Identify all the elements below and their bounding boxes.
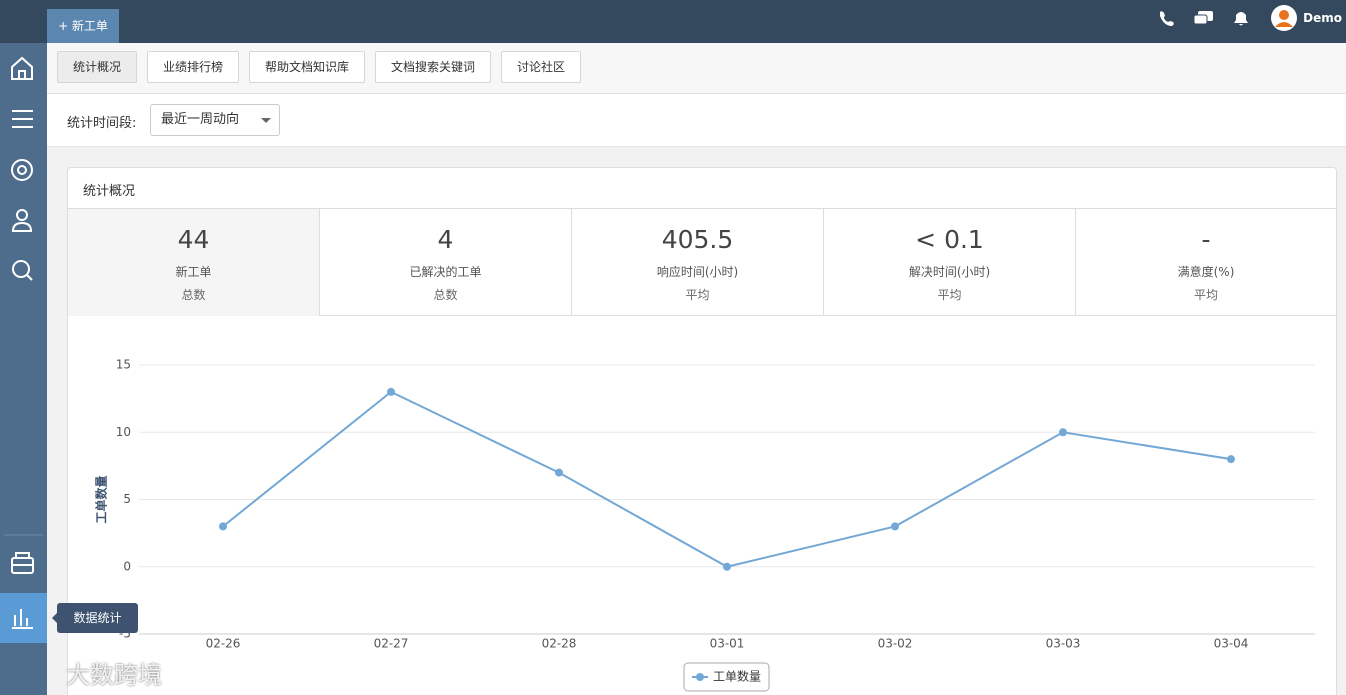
point — [723, 562, 731, 571]
period-select[interactable]: 最近一周动向 — [150, 104, 280, 136]
stat: 44 新工单总数 — [68, 209, 320, 316]
top-bar: + 新工单 Demo — [0, 0, 1346, 43]
filter-bar: 统计时间段: 最近一周动向 — [47, 94, 1346, 147]
tab[interactable]: 文档搜索关键词 — [375, 51, 491, 83]
top-icons — [1160, 11, 1248, 26]
x-tick-label: 03-03 — [1046, 637, 1081, 651]
menu-icon[interactable] — [12, 110, 33, 128]
x-tick-label: 02-27 — [374, 637, 409, 651]
sidebar — [0, 43, 47, 695]
stat-sub: 平均 — [937, 288, 962, 302]
stat-label: 新工单 — [175, 265, 212, 279]
y-axis-title: 工单数量 — [94, 475, 109, 523]
tab[interactable]: 讨论社区 — [501, 51, 581, 83]
stat-value: 44 — [177, 225, 210, 254]
tab[interactable]: 统计概况 — [57, 51, 137, 83]
card-title: 统计概况 — [83, 184, 136, 199]
legend-marker — [696, 673, 704, 681]
x-tick-label: 02-26 — [206, 637, 241, 651]
legend-box — [683, 662, 770, 692]
y-tick-label: 10 — [116, 425, 131, 439]
y-tick-label: 0 — [123, 559, 131, 573]
stat-sub: 平均 — [685, 288, 710, 302]
stats-card: 统计概况 44 新工单 总数 4 已解决的工单 总数 405.5 响应时间(小时) 平均 < 0.… — [67, 167, 1337, 695]
stat-label: 响应时间(小时) — [656, 265, 739, 279]
point — [387, 387, 395, 396]
y-tick-label: 5 — [123, 492, 131, 506]
stat-sub: 平均 — [1193, 288, 1218, 302]
stats-icon[interactable] — [12, 609, 33, 629]
avatar[interactable] — [1270, 4, 1298, 32]
point — [1227, 455, 1235, 464]
stat-label: 解决时间(小时) — [908, 265, 991, 279]
stat-sub: 总数 — [181, 288, 206, 302]
point — [555, 468, 563, 477]
filter-label: 统计时间段: — [67, 116, 137, 131]
new-ticket-button[interactable]: + 新工单 — [47, 9, 119, 43]
tab-bar: 统计概况 业绩排行榜 帮助文档知识库 文档搜索关键词 讨论社区 — [47, 43, 1346, 94]
x-tick-label: 02-28 — [542, 637, 577, 651]
y-tick-label: 15 — [116, 358, 131, 372]
stat: - 满意度(%) 平均 — [1076, 209, 1336, 316]
x-tick-label: 03-04 — [1214, 637, 1249, 651]
help-icon[interactable] — [11, 159, 33, 181]
stat: < 0.1 解决时间(小时) 平均 — [824, 209, 1076, 316]
stat-label: 满意度(%) — [1177, 265, 1235, 279]
line — [222, 390, 1232, 568]
chart: -5 0 5 10 15 工单数量 02-26 02-27 02-28 03-01 03-02 03-… — [94, 358, 1315, 692]
user-name[interactable]: Demo — [1303, 11, 1342, 25]
sidebar-tooltip: 数据统计 — [52, 603, 138, 633]
y-tick-label: -5 — [119, 627, 131, 641]
user-icon[interactable] — [16, 209, 28, 221]
select-value: 最近一周动向 — [161, 112, 240, 127]
bell-icon[interactable] — [1234, 12, 1248, 26]
stat-value: - — [1201, 225, 1211, 254]
stat-value: 4 — [437, 225, 454, 254]
phone-icon[interactable] — [1160, 11, 1174, 26]
stat-sub: 总数 — [433, 288, 458, 302]
watermark: 大数跨境 — [66, 661, 162, 689]
sidebar-icons — [0, 56, 47, 643]
x-tick-label: 03-02 — [878, 637, 913, 651]
stats-row: 44 新工单 总数 4 已解决的工单 总数 405.5 响应时间(小时) 平均 < 0.1 解决时间… — [68, 208, 1336, 316]
point — [219, 522, 227, 531]
search-icon[interactable] — [12, 260, 30, 278]
home-icon[interactable] — [11, 56, 33, 80]
x-tick-label: 03-01 — [710, 637, 745, 651]
tab[interactable]: 业绩排行榜 — [147, 51, 239, 83]
stat-label: 已解决的工单 — [409, 265, 482, 279]
point — [1059, 428, 1067, 437]
legend-label: 工单数量 — [713, 669, 761, 684]
stat: 4 已解决的工单 总数 — [320, 209, 572, 316]
stat-value: 405.5 — [661, 225, 734, 254]
tab[interactable]: 帮助文档知识库 — [249, 51, 365, 83]
point — [891, 522, 899, 531]
stat: 405.5 响应时间(小时) 平均 — [572, 209, 824, 316]
stat-value: < 0.1 — [915, 225, 984, 254]
